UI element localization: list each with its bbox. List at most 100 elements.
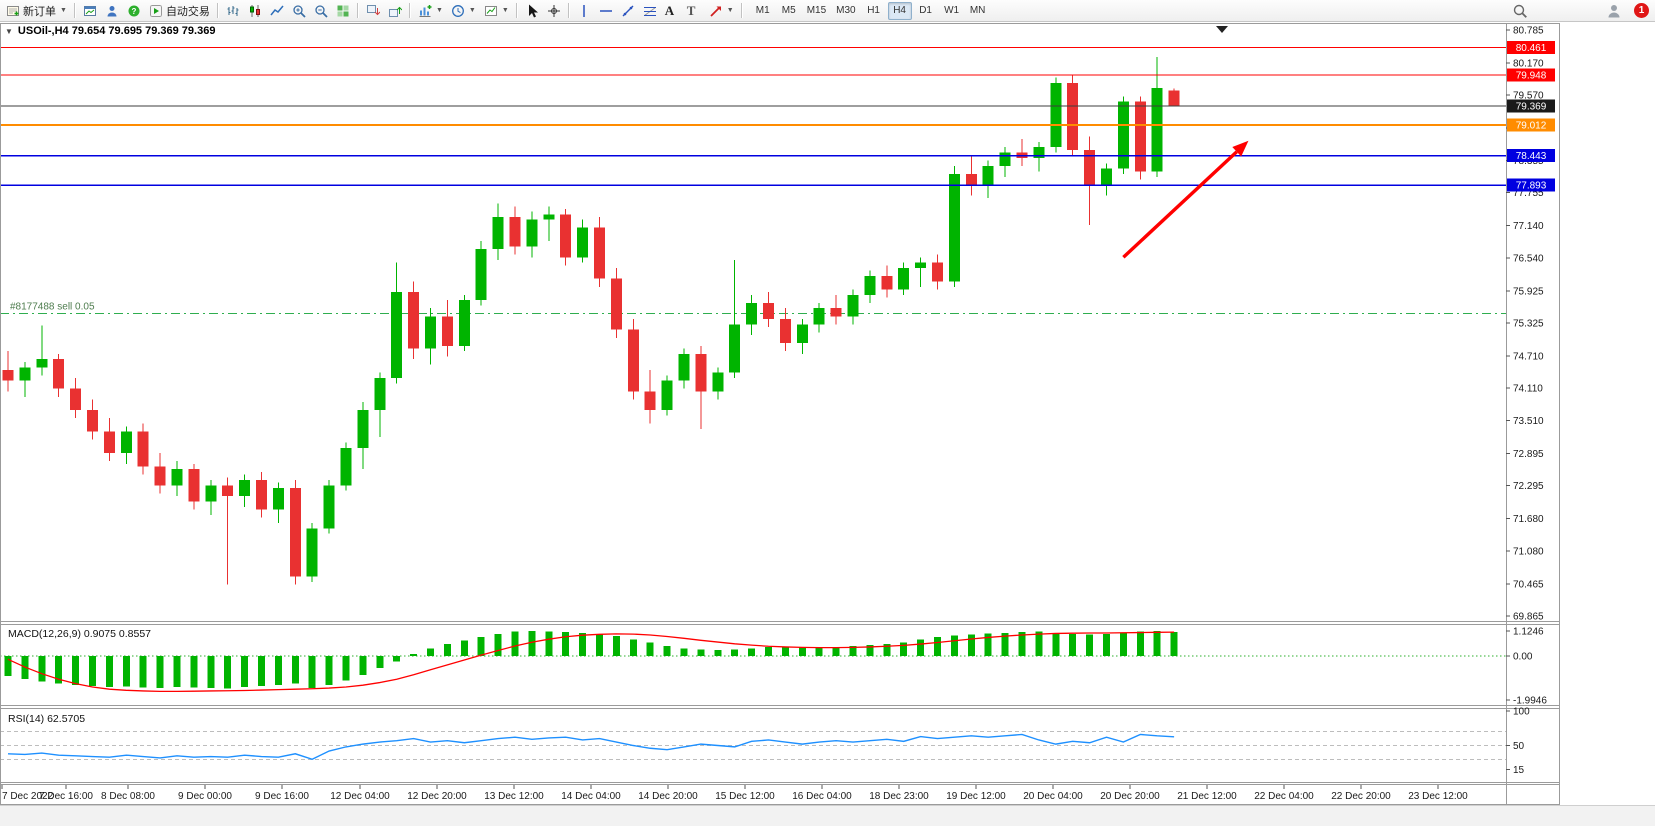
svg-text:100: 100 bbox=[1513, 707, 1530, 718]
template-icon bbox=[484, 4, 498, 18]
candle bbox=[1084, 149, 1096, 185]
price-tag-79.948: 79.948 bbox=[1507, 68, 1555, 82]
candle bbox=[915, 262, 927, 268]
timeframe-button-m30[interactable]: M30 bbox=[832, 2, 859, 20]
vertical-line-icon bbox=[577, 4, 591, 18]
svg-text:50: 50 bbox=[1513, 741, 1525, 752]
timeframe-button-d1[interactable]: D1 bbox=[914, 2, 938, 20]
notification-badge[interactable]: 1 bbox=[1634, 3, 1649, 18]
candle bbox=[188, 469, 200, 502]
auto-trading-button[interactable]: 自动交易 bbox=[145, 1, 214, 21]
candle bbox=[391, 292, 403, 379]
arrange-up-button[interactable] bbox=[384, 1, 406, 21]
template-button[interactable]: ▼ bbox=[480, 1, 513, 21]
arrange-down-button[interactable] bbox=[362, 1, 384, 21]
timeframe-button-h4[interactable]: H4 bbox=[887, 1, 912, 20]
price-tag-79.369: 79.369 bbox=[1507, 99, 1555, 113]
candle bbox=[239, 479, 251, 497]
svg-text:78.443: 78.443 bbox=[1516, 151, 1547, 162]
candle bbox=[526, 219, 538, 247]
candle bbox=[222, 485, 234, 497]
toolbar-separator bbox=[567, 3, 570, 18]
chart-title-bar: ▼ USOil-,H4 79.654 79.695 79.369 79.369 bbox=[5, 25, 215, 37]
price-tick-label: 71.680 bbox=[1513, 514, 1544, 525]
new-order-button[interactable]: 新订单 ▼ bbox=[2, 1, 71, 21]
price-tick-label: 74.710 bbox=[1513, 351, 1544, 362]
account-icon[interactable] bbox=[1606, 3, 1622, 19]
line-chart-button[interactable] bbox=[266, 1, 288, 21]
crosshair-button[interactable] bbox=[543, 1, 565, 21]
candle bbox=[171, 469, 183, 486]
help-button[interactable]: ? bbox=[123, 1, 145, 21]
timeframe-button-mn[interactable]: MN bbox=[966, 2, 990, 20]
annotation-arrowhead[interactable] bbox=[1232, 140, 1249, 157]
timeframe-button-m5[interactable]: M5 bbox=[777, 2, 801, 20]
candle bbox=[1067, 82, 1079, 150]
price-tick-label: 73.510 bbox=[1513, 416, 1544, 427]
candle bbox=[577, 227, 589, 258]
candle bbox=[982, 166, 994, 185]
tile-windows-button[interactable] bbox=[332, 1, 354, 21]
chart-window: #8177488 sell 0.0580.78580.17079.57078.9… bbox=[0, 23, 1560, 805]
zoom-out-button[interactable] bbox=[310, 1, 332, 21]
time-tick-label: 9 Dec 16:00 bbox=[255, 791, 309, 802]
candle bbox=[19, 367, 31, 381]
candle bbox=[847, 294, 859, 317]
time-tick-label: 14 Dec 04:00 bbox=[561, 791, 621, 802]
price-axis[interactable]: 80.78580.17079.57078.95578.35577.75577.1… bbox=[1506, 25, 1544, 623]
cursor-button[interactable] bbox=[521, 1, 543, 21]
time-tick-label: 16 Dec 04:00 bbox=[792, 791, 852, 802]
candle bbox=[796, 324, 808, 344]
horizontal-line-button[interactable] bbox=[595, 1, 617, 21]
fibonacci-button[interactable] bbox=[639, 1, 661, 21]
label-tool-button[interactable]: T bbox=[683, 1, 705, 21]
profile-button[interactable] bbox=[101, 1, 123, 21]
candle bbox=[53, 359, 65, 389]
chart-canvas[interactable]: #8177488 sell 0.0580.78580.17079.57078.9… bbox=[0, 23, 1560, 805]
candle bbox=[103, 431, 115, 454]
new-chart-button[interactable]: ▼ bbox=[414, 1, 447, 21]
annotation-arrow[interactable] bbox=[1122, 150, 1238, 259]
period-selector-button[interactable]: ▼ bbox=[447, 1, 480, 21]
price-tick-label: 79.570 bbox=[1513, 91, 1544, 102]
svg-text:80.461: 80.461 bbox=[1516, 43, 1547, 54]
price-tick-label: 80.170 bbox=[1513, 58, 1544, 69]
candle bbox=[746, 302, 758, 325]
chart-frame bbox=[0, 23, 1560, 805]
scroll-to-end-marker[interactable] bbox=[1216, 26, 1228, 33]
candle bbox=[898, 267, 910, 290]
chart-window-icon bbox=[83, 4, 97, 18]
chevron-down-icon: ▼ bbox=[468, 7, 476, 14]
timeframe-button-h1[interactable]: H1 bbox=[862, 2, 886, 20]
bar-chart-button[interactable] bbox=[222, 1, 244, 21]
timeframe-button-m1[interactable]: M1 bbox=[751, 2, 775, 20]
candle bbox=[999, 152, 1011, 167]
time-tick-label: 18 Dec 23:00 bbox=[869, 791, 929, 802]
candle bbox=[492, 217, 504, 250]
help-icon: ? bbox=[127, 4, 141, 18]
status-bar bbox=[0, 805, 1655, 826]
timeframe-button-m15[interactable]: M15 bbox=[803, 2, 830, 20]
chart-window-button[interactable] bbox=[79, 1, 101, 21]
price-tick-label: 75.325 bbox=[1513, 318, 1544, 329]
chevron-down-icon: ▼ bbox=[726, 7, 734, 14]
time-tick-label: 22 Dec 20:00 bbox=[1331, 791, 1391, 802]
text-tool-button[interactable]: A bbox=[661, 1, 683, 21]
trendline-button[interactable] bbox=[617, 1, 639, 21]
candlestick-button[interactable] bbox=[244, 1, 266, 21]
timeframe-button-w1[interactable]: W1 bbox=[940, 2, 964, 20]
new-chart-icon bbox=[418, 4, 432, 18]
main-toolbar: 新订单 ▼ ? 自动交易 ▼ ▼ ▼ A T ▼ M1 M5 M15 M30 H1 H4 D… bbox=[0, 0, 1655, 22]
shapes-button[interactable]: ▼ bbox=[705, 1, 738, 21]
price-tick-label: 80.785 bbox=[1513, 25, 1544, 36]
candles-layer bbox=[2, 57, 1180, 585]
search-button[interactable] bbox=[1512, 3, 1528, 19]
vertical-line-button[interactable] bbox=[573, 1, 595, 21]
one-click-trading-toggle[interactable]: ▼ bbox=[5, 26, 13, 36]
time-tick-label: 23 Dec 12:00 bbox=[1408, 791, 1468, 802]
candle bbox=[120, 431, 132, 454]
zoom-in-button[interactable] bbox=[288, 1, 310, 21]
candlestick-icon bbox=[248, 4, 262, 18]
rsi-indicator-label: RSI(14) 62.5705 bbox=[8, 713, 86, 725]
